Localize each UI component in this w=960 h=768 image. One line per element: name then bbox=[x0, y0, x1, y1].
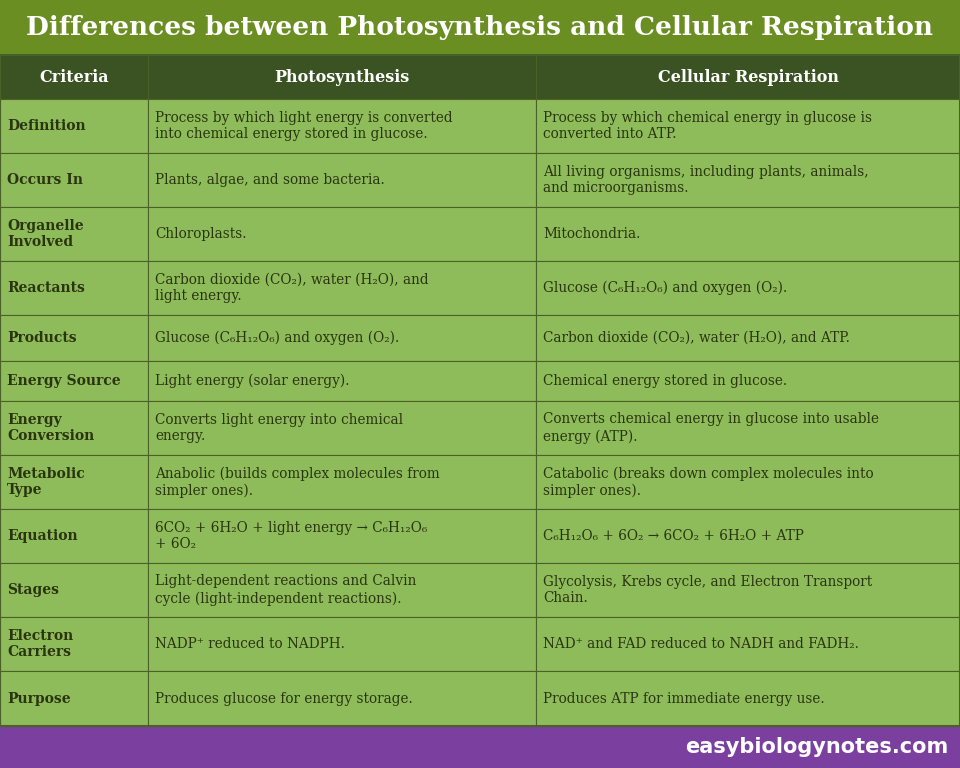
Bar bbox=[0, 261, 148, 315]
Bar bbox=[148, 261, 536, 315]
Text: Produces ATP for immediate energy use.: Produces ATP for immediate energy use. bbox=[543, 691, 825, 706]
Text: All living organisms, including plants, animals,
and microorganisms.: All living organisms, including plants, … bbox=[543, 164, 869, 195]
Bar bbox=[0, 563, 148, 617]
Bar bbox=[0, 361, 148, 401]
Text: Criteria: Criteria bbox=[39, 68, 108, 85]
Bar bbox=[0, 55, 148, 99]
Bar bbox=[148, 671, 536, 726]
Bar bbox=[148, 563, 536, 617]
Text: Glucose (C₆H₁₂O₆) and oxygen (O₂).: Glucose (C₆H₁₂O₆) and oxygen (O₂). bbox=[155, 331, 399, 345]
Text: Converts chemical energy in glucose into usable
energy (ATP).: Converts chemical energy in glucose into… bbox=[543, 412, 879, 444]
Text: Metabolic
Type: Metabolic Type bbox=[7, 467, 84, 498]
Text: Light energy (solar energy).: Light energy (solar energy). bbox=[155, 374, 349, 388]
Text: C₆H₁₂O₆ + 6O₂ → 6CO₂ + 6H₂O + ATP: C₆H₁₂O₆ + 6O₂ → 6CO₂ + 6H₂O + ATP bbox=[543, 529, 804, 543]
Bar bbox=[536, 99, 960, 153]
Text: Process by which light energy is converted
into chemical energy stored in glucos: Process by which light energy is convert… bbox=[155, 111, 452, 141]
Bar bbox=[0, 455, 148, 509]
Bar bbox=[148, 99, 536, 153]
Bar bbox=[148, 153, 536, 207]
Bar bbox=[148, 401, 536, 455]
Text: Electron
Carriers: Electron Carriers bbox=[7, 629, 73, 660]
Text: Catabolic (breaks down complex molecules into
simpler ones).: Catabolic (breaks down complex molecules… bbox=[543, 466, 874, 498]
Bar bbox=[536, 617, 960, 671]
Bar bbox=[536, 671, 960, 726]
Text: easybiologynotes.com: easybiologynotes.com bbox=[684, 737, 948, 757]
Bar bbox=[148, 315, 536, 361]
Text: Plants, algae, and some bacteria.: Plants, algae, and some bacteria. bbox=[155, 173, 385, 187]
Bar bbox=[0, 726, 960, 768]
Bar bbox=[148, 55, 536, 99]
Text: Converts light energy into chemical
energy.: Converts light energy into chemical ener… bbox=[155, 412, 403, 443]
Bar bbox=[148, 361, 536, 401]
Text: NAD⁺ and FAD reduced to NADH and FADH₂.: NAD⁺ and FAD reduced to NADH and FADH₂. bbox=[543, 637, 859, 651]
Text: Reactants: Reactants bbox=[7, 281, 84, 295]
Text: Glucose (C₆H₁₂O₆) and oxygen (O₂).: Glucose (C₆H₁₂O₆) and oxygen (O₂). bbox=[543, 281, 787, 295]
Bar bbox=[0, 0, 960, 55]
Bar bbox=[536, 361, 960, 401]
Bar bbox=[536, 261, 960, 315]
Text: Occurs In: Occurs In bbox=[7, 173, 83, 187]
Bar bbox=[0, 509, 148, 563]
Bar bbox=[0, 99, 148, 153]
Text: Definition: Definition bbox=[7, 119, 85, 133]
Text: Equation: Equation bbox=[7, 529, 78, 543]
Text: Products: Products bbox=[7, 331, 77, 345]
Text: 6CO₂ + 6H₂O + light energy → C₆H₁₂O₆
+ 6O₂: 6CO₂ + 6H₂O + light energy → C₆H₁₂O₆ + 6… bbox=[155, 521, 427, 551]
Text: Organelle
Involved: Organelle Involved bbox=[7, 219, 84, 250]
Bar bbox=[0, 55, 960, 726]
Bar bbox=[0, 401, 148, 455]
Text: Carbon dioxide (CO₂), water (H₂O), and ATP.: Carbon dioxide (CO₂), water (H₂O), and A… bbox=[543, 331, 850, 345]
Bar bbox=[536, 455, 960, 509]
Bar bbox=[0, 671, 148, 726]
Bar bbox=[536, 563, 960, 617]
Bar bbox=[148, 207, 536, 261]
Bar bbox=[148, 617, 536, 671]
Text: Energy
Conversion: Energy Conversion bbox=[7, 412, 94, 443]
Bar bbox=[536, 153, 960, 207]
Bar bbox=[536, 207, 960, 261]
Text: Purpose: Purpose bbox=[7, 691, 71, 706]
Text: Produces glucose for energy storage.: Produces glucose for energy storage. bbox=[155, 691, 413, 706]
Text: Process by which chemical energy in glucose is
converted into ATP.: Process by which chemical energy in gluc… bbox=[543, 111, 872, 141]
Text: Light-dependent reactions and Calvin
cycle (light-independent reactions).: Light-dependent reactions and Calvin cyc… bbox=[155, 574, 417, 606]
Bar bbox=[536, 315, 960, 361]
Bar bbox=[148, 455, 536, 509]
Bar bbox=[536, 55, 960, 99]
Text: Anabolic (builds complex molecules from
simpler ones).: Anabolic (builds complex molecules from … bbox=[155, 466, 440, 498]
Bar bbox=[0, 617, 148, 671]
Text: Glycolysis, Krebs cycle, and Electron Transport
Chain.: Glycolysis, Krebs cycle, and Electron Tr… bbox=[543, 574, 873, 605]
Bar bbox=[536, 509, 960, 563]
Text: Carbon dioxide (CO₂), water (H₂O), and
light energy.: Carbon dioxide (CO₂), water (H₂O), and l… bbox=[155, 273, 428, 303]
Bar bbox=[0, 315, 148, 361]
Text: Chemical energy stored in glucose.: Chemical energy stored in glucose. bbox=[543, 374, 787, 388]
Text: Energy Source: Energy Source bbox=[7, 374, 121, 388]
Text: Chloroplasts.: Chloroplasts. bbox=[155, 227, 247, 241]
Text: Cellular Respiration: Cellular Respiration bbox=[658, 68, 838, 85]
Bar bbox=[0, 153, 148, 207]
Bar bbox=[0, 207, 148, 261]
Bar bbox=[536, 401, 960, 455]
Text: Stages: Stages bbox=[7, 583, 59, 597]
Text: NADP⁺ reduced to NADPH.: NADP⁺ reduced to NADPH. bbox=[155, 637, 345, 651]
Bar bbox=[148, 509, 536, 563]
Text: Photosynthesis: Photosynthesis bbox=[275, 68, 410, 85]
Text: Mitochondria.: Mitochondria. bbox=[543, 227, 640, 241]
Text: Differences between Photosynthesis and Cellular Respiration: Differences between Photosynthesis and C… bbox=[27, 15, 933, 40]
